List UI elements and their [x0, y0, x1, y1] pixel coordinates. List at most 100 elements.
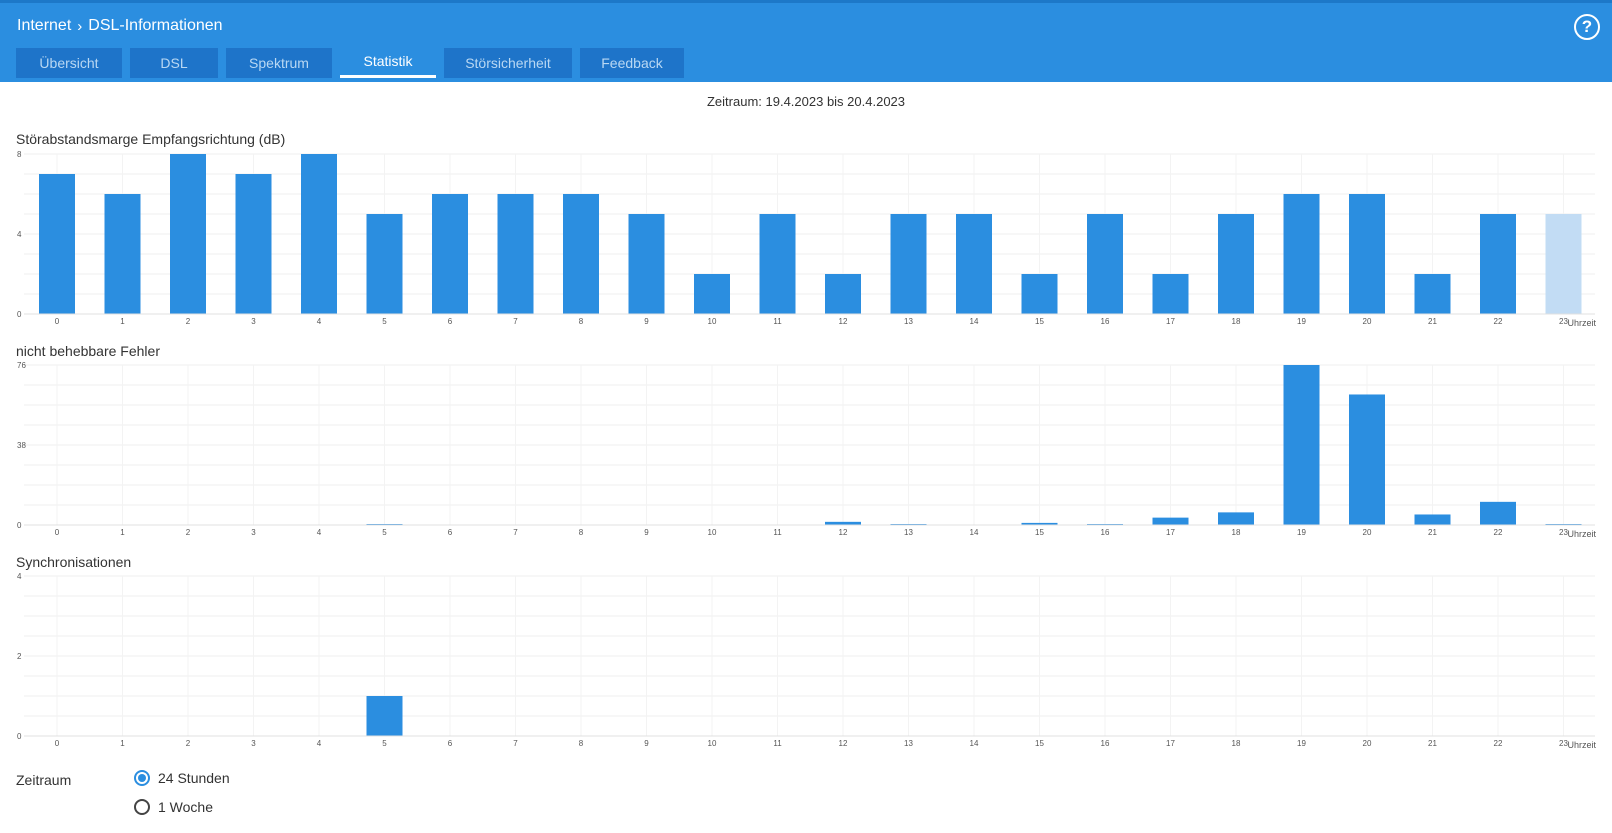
x-tick-label-19: 19: [1297, 528, 1306, 537]
bar-20: [1349, 394, 1385, 525]
x-tick-label-16: 16: [1101, 528, 1110, 537]
x-tick-label-5: 5: [382, 739, 387, 748]
period-select-label: Zeitraum: [16, 772, 72, 788]
x-tick-label-12: 12: [839, 528, 848, 537]
x-tick-label-3: 3: [251, 739, 256, 748]
bar-16: [1087, 214, 1123, 314]
bar-1: [104, 194, 141, 314]
tab-uebersicht[interactable]: Übersicht: [16, 48, 122, 78]
bar-12: [825, 274, 861, 314]
bar-9: [628, 214, 665, 314]
x-tick-label-20: 20: [1363, 739, 1372, 748]
x-tick-label-14: 14: [970, 739, 979, 748]
bar-22: [1480, 214, 1516, 314]
y-tick-label: 0: [17, 310, 22, 319]
x-tick-label-22: 22: [1494, 528, 1503, 537]
x-tick-label-2: 2: [186, 528, 191, 537]
chart-snr: 0 4 8 0 1 2 3 4 5 6 7 8 9 10 11 12 13 14 15 16 17 18 19 20 21 22 2…: [0, 148, 1612, 330]
radio-24-stunden-label[interactable]: 24 Stunden: [158, 770, 230, 786]
x-tick-label-21: 21: [1428, 528, 1437, 537]
radio-unchecked-icon[interactable]: [134, 799, 150, 815]
bar-20: [1349, 194, 1385, 314]
x-tick-label-11: 11: [773, 317, 782, 326]
x-tick-label-12: 12: [839, 317, 848, 326]
radio-1-woche-label[interactable]: 1 Woche: [158, 799, 213, 815]
bar-8: [563, 194, 599, 314]
radio-checked-icon[interactable]: [134, 770, 150, 786]
x-tick-label-23: 23: [1559, 739, 1568, 748]
chart-sync: 0 2 4 0 1 2 3 4 5 6 7 8 9 10 11 12 13 14 15 16 17 18 19 20 21 22 2…: [0, 570, 1612, 752]
x-tick-label-16: 16: [1101, 739, 1110, 748]
x-axis-label: Uhrzeit: [1567, 318, 1596, 328]
bar-5: [366, 214, 403, 314]
bar-22: [1480, 501, 1516, 525]
bar-17: [1152, 274, 1189, 314]
x-tick-label-18: 18: [1232, 317, 1241, 326]
tab-statistik[interactable]: Statistik: [340, 48, 436, 78]
bar-18: [1218, 214, 1254, 314]
x-tick-label-17: 17: [1166, 739, 1175, 748]
tab-spektrum[interactable]: Spektrum: [226, 48, 332, 78]
x-tick-label-17: 17: [1166, 317, 1175, 326]
help-icon[interactable]: ?: [1574, 14, 1600, 40]
chart-title-fec: nicht behebbare Fehler: [16, 343, 160, 359]
y-tick-label: 2: [17, 652, 22, 661]
x-tick-label-6: 6: [448, 528, 453, 537]
x-tick-label-10: 10: [708, 739, 717, 748]
bar-18: [1218, 512, 1254, 525]
x-tick-label-21: 21: [1428, 317, 1437, 326]
x-axis-label: Uhrzeit: [1567, 529, 1596, 539]
x-tick-label-20: 20: [1363, 528, 1372, 537]
y-tick-label: 0: [17, 732, 22, 741]
x-tick-label-12: 12: [839, 739, 848, 748]
x-tick-label-18: 18: [1232, 739, 1241, 748]
bar-2: [170, 154, 206, 314]
x-tick-label-22: 22: [1494, 739, 1503, 748]
x-tick-label-23: 23: [1559, 528, 1568, 537]
radio-24-stunden[interactable]: 24 Stunden: [134, 770, 230, 786]
bar-4: [301, 154, 337, 314]
x-tick-label-8: 8: [579, 317, 584, 326]
tab-feedback[interactable]: Feedback: [580, 48, 684, 78]
bar-3: [235, 174, 272, 314]
x-tick-label-20: 20: [1363, 317, 1372, 326]
x-tick-label-18: 18: [1232, 528, 1241, 537]
x-tick-label-11: 11: [773, 528, 782, 537]
x-tick-label-15: 15: [1035, 528, 1044, 537]
chevron-right-icon: ›: [77, 17, 83, 35]
x-tick-label-17: 17: [1166, 528, 1175, 537]
bar-21: [1414, 514, 1451, 525]
x-tick-label-0: 0: [55, 317, 60, 326]
x-tick-label-2: 2: [186, 317, 191, 326]
bar-10: [694, 274, 730, 314]
bar-17: [1152, 517, 1189, 525]
x-tick-label-19: 19: [1297, 739, 1306, 748]
x-tick-label-13: 13: [904, 528, 913, 537]
x-tick-label-9: 9: [644, 317, 649, 326]
x-tick-label-13: 13: [904, 317, 913, 326]
tab-dsl[interactable]: DSL: [130, 48, 218, 78]
radio-1-woche[interactable]: 1 Woche: [134, 799, 213, 815]
x-tick-label-14: 14: [970, 317, 979, 326]
x-tick-label-11: 11: [773, 739, 782, 748]
bar-15: [1021, 522, 1058, 525]
x-tick-label-4: 4: [317, 528, 322, 537]
x-tick-label-1: 1: [120, 739, 125, 748]
x-tick-label-15: 15: [1035, 739, 1044, 748]
bar-7: [497, 194, 534, 314]
x-tick-label-4: 4: [317, 739, 322, 748]
tab-stoersicherheit[interactable]: Störsicherheit: [444, 48, 572, 78]
x-tick-label-9: 9: [644, 739, 649, 748]
x-tick-label-14: 14: [970, 528, 979, 537]
x-tick-label-7: 7: [513, 528, 518, 537]
x-tick-label-19: 19: [1297, 317, 1306, 326]
x-tick-label-5: 5: [382, 317, 387, 326]
y-tick-label: 0: [17, 521, 22, 530]
bar-14: [956, 214, 992, 314]
x-tick-label-6: 6: [448, 739, 453, 748]
breadcrumb-internet[interactable]: Internet: [17, 17, 72, 34]
x-tick-label-5: 5: [382, 528, 387, 537]
x-tick-label-7: 7: [513, 739, 518, 748]
bar-15: [1021, 274, 1058, 314]
